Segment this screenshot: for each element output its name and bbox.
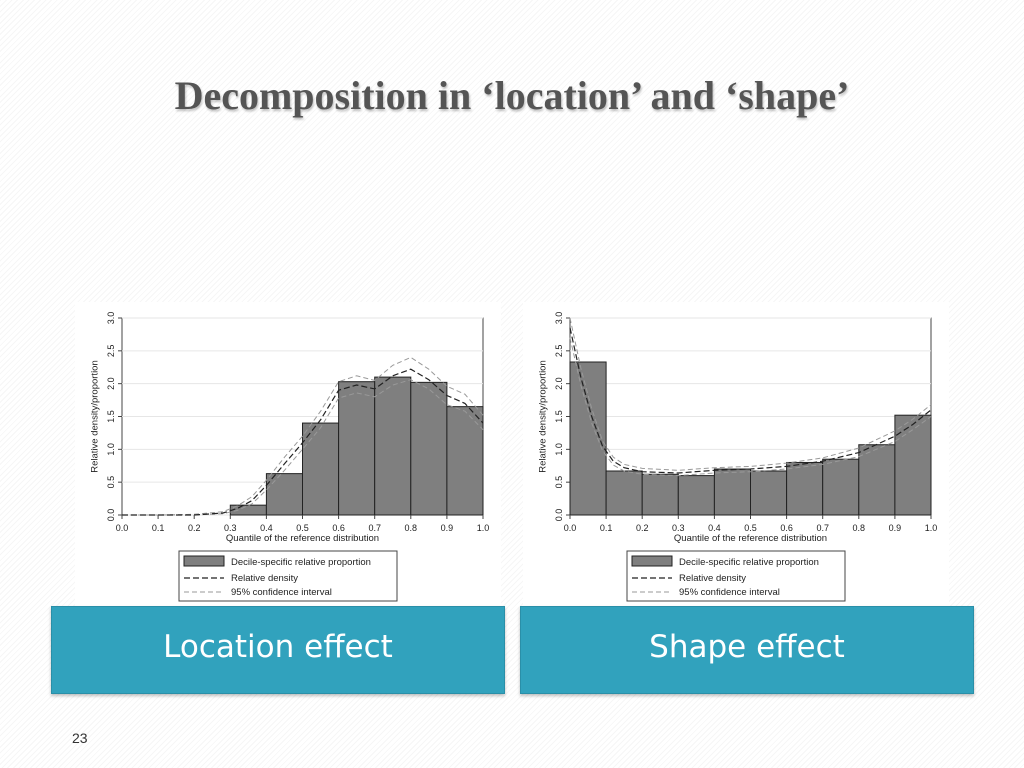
y-tick-label: 2.5 (106, 345, 116, 358)
y-tick-label: 3.0 (554, 312, 564, 325)
histogram-bar (605, 470, 643, 516)
y-tick-label: 0.0 (106, 509, 116, 522)
ci-lower-line (122, 379, 484, 516)
shape-effect-chart: 0.0 0.5 1.0 1.5 2.0 2.5 3.0 0.0 0.1 0.2 0.3 0.4 0.5 0… (538, 312, 938, 602)
histogram-bar (858, 444, 896, 516)
y-tick-label: 2.0 (554, 377, 564, 390)
shape-chart-panel: 0.0 0.5 1.0 1.5 2.0 2.5 3.0 0.0 0.1 0.2 0.3 0.4 0.5 0… (523, 302, 949, 614)
y-tick-label: 0.5 (554, 476, 564, 489)
ci-lower-line (569, 337, 932, 477)
ci-upper-line (569, 317, 932, 471)
x-tick-label: 0.2 (636, 523, 649, 533)
y-tick-label: 1.5 (106, 410, 116, 423)
y-tick-label: 2.0 (106, 377, 116, 390)
legend-entry-relative-density: Relative density (679, 573, 746, 584)
x-tick-label: 0.2 (188, 523, 201, 533)
y-axis-label: Relative density/proportion (538, 360, 549, 472)
y-tick-label: 0.0 (554, 509, 564, 522)
x-tick-label: 0.7 (816, 523, 829, 533)
y-tick-label: 1.0 (106, 443, 116, 456)
histogram-bar (302, 422, 340, 516)
legend-entry-relative-density: Relative density (231, 573, 298, 584)
x-tick-label: 0.4 (260, 523, 273, 533)
x-axis-label: Quantile of the reference distribution (674, 533, 827, 544)
shape-effect-caption: Shape effect (649, 629, 845, 665)
x-tick-label: 0.6 (780, 523, 793, 533)
x-tick-label: 0.9 (441, 523, 454, 533)
location-effect-chart: 0.0 0.5 1.0 1.5 2.0 2.5 3.0 0.0 0.1 0.2 0.3 0.4 0.5 0… (90, 312, 490, 602)
relative-density-line (122, 368, 484, 516)
histogram-bar (750, 470, 788, 516)
y-tick-label: 0.5 (106, 476, 116, 489)
shape-effect-caption-box: Shape effect (520, 606, 974, 694)
histogram-bar (265, 473, 303, 516)
x-tick-label: 0.1 (600, 523, 613, 533)
y-tick-label: 1.0 (554, 443, 564, 456)
legend-entry-confidence-interval: 95% confidence interval (231, 587, 332, 598)
x-axis-label: Quantile of the reference distribution (226, 533, 379, 544)
y-tick-label: 1.5 (554, 410, 564, 423)
x-tick-label: 0.9 (889, 523, 902, 533)
x-tick-label: 1.0 (477, 523, 490, 533)
ci-upper-line (122, 356, 484, 516)
histogram-bar (374, 376, 412, 516)
legend-entry-confidence-interval: 95% confidence interval (679, 587, 780, 598)
slide-title: Decomposition in ‘location’ and ‘shape’ (174, 73, 850, 118)
histogram-bar (569, 361, 607, 516)
histogram-bar (446, 406, 484, 516)
y-axis-label: Relative density/proportion (90, 360, 101, 472)
histogram-bar (641, 473, 679, 516)
x-tick-label: 0.1 (152, 523, 165, 533)
legend-entry-relative-proportion: Decile-specific relative proportion (679, 557, 819, 568)
relative-density-line (569, 327, 932, 474)
legend-entry-relative-proportion: Decile-specific relative proportion (231, 557, 371, 568)
x-tick-label: 0.8 (405, 523, 418, 533)
histogram-bar (822, 458, 860, 516)
x-tick-label: 0.7 (368, 523, 381, 533)
x-tick-label: 0.0 (116, 523, 129, 533)
x-tick-label: 0.3 (672, 523, 685, 533)
y-tick-label: 2.5 (554, 345, 564, 358)
x-tick-label: 0.8 (853, 523, 866, 533)
x-tick-label: 0.0 (564, 523, 577, 533)
legend-bar-swatch (631, 555, 673, 567)
histogram-bar (786, 461, 824, 516)
y-tick-label: 3.0 (106, 312, 116, 325)
x-tick-label: 0.3 (224, 523, 237, 533)
x-tick-label: 0.4 (708, 523, 721, 533)
histogram-bar (677, 475, 715, 516)
legend-bar-swatch (183, 555, 225, 567)
location-effect-caption-box: Location effect (51, 606, 505, 694)
location-effect-caption: Location effect (163, 629, 393, 665)
x-tick-label: 0.6 (332, 523, 345, 533)
histogram-bar (410, 381, 448, 516)
histogram-bar (713, 468, 751, 516)
page-number: 23 (72, 730, 88, 746)
histogram-bar (338, 381, 376, 516)
x-tick-label: 1.0 (925, 523, 938, 533)
location-chart-panel: 0.0 0.5 1.0 1.5 2.0 2.5 3.0 0.0 0.1 0.2 0.3 0.4 0.5 0… (75, 302, 501, 614)
x-tick-label: 0.5 (744, 523, 757, 533)
x-tick-label: 0.5 (296, 523, 309, 533)
